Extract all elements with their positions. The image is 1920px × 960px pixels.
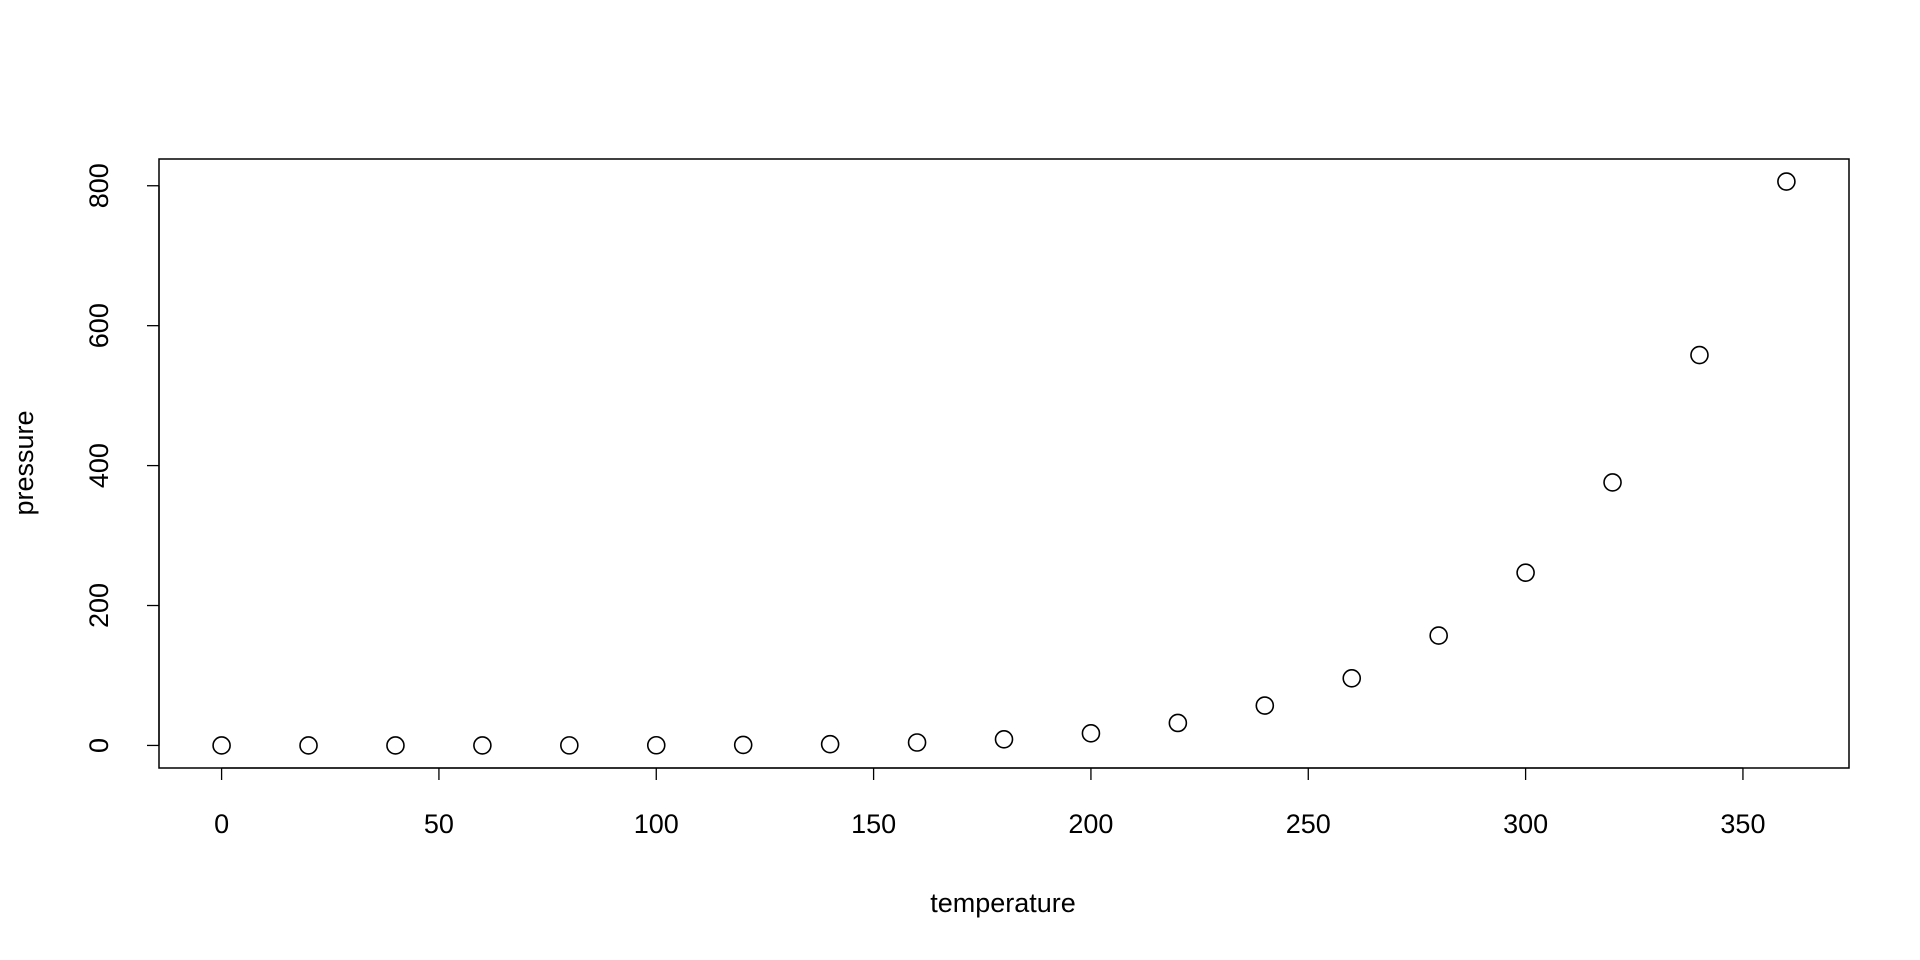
point xyxy=(386,736,405,755)
point xyxy=(1603,473,1622,492)
point xyxy=(994,729,1014,749)
x-tick-label: 350 xyxy=(1720,809,1765,839)
point xyxy=(1690,345,1709,365)
y-tick-label: 0 xyxy=(84,738,114,753)
y-axis-title: pressure xyxy=(9,410,39,515)
point xyxy=(212,736,231,755)
point xyxy=(733,735,753,755)
x-tick-label: 200 xyxy=(1068,809,1113,839)
y-tick-label: 800 xyxy=(84,163,114,208)
x-tick-label: 50 xyxy=(424,809,454,839)
point xyxy=(907,733,927,752)
point xyxy=(473,736,492,755)
point xyxy=(560,736,579,755)
x-tick-label: 300 xyxy=(1503,809,1548,839)
x-tick-label: 0 xyxy=(214,809,229,839)
point xyxy=(299,736,318,755)
point xyxy=(1255,696,1275,715)
x-tick-label: 150 xyxy=(851,809,896,839)
point xyxy=(820,734,840,754)
point xyxy=(646,735,666,755)
point xyxy=(1168,713,1188,733)
point xyxy=(1342,668,1362,688)
point xyxy=(1516,563,1535,582)
y-tick-label: 200 xyxy=(84,583,114,628)
y-tick-label: 400 xyxy=(84,443,114,488)
point xyxy=(1777,172,1796,191)
point xyxy=(1429,626,1448,645)
plot-box xyxy=(158,158,1850,769)
x-tick-label: 250 xyxy=(1286,809,1331,839)
x-tick-label: 100 xyxy=(634,809,679,839)
y-tick-label: 600 xyxy=(84,303,114,348)
x-axis-title: temperature xyxy=(930,888,1076,918)
point xyxy=(1081,724,1101,743)
